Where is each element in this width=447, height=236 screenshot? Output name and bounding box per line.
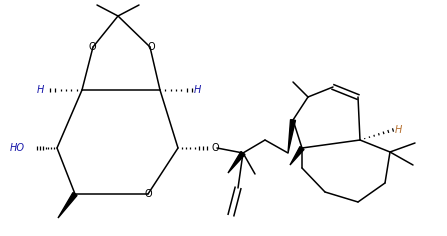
Text: H: H [194, 85, 202, 95]
Text: O: O [147, 42, 155, 52]
Text: O: O [144, 189, 152, 199]
Text: O: O [212, 143, 219, 153]
Polygon shape [58, 193, 77, 218]
Text: HO: HO [10, 143, 25, 153]
Polygon shape [290, 147, 304, 165]
Text: H: H [395, 125, 402, 135]
Text: H: H [37, 85, 44, 95]
Polygon shape [228, 152, 245, 173]
Text: O: O [88, 42, 96, 52]
Polygon shape [288, 120, 295, 153]
